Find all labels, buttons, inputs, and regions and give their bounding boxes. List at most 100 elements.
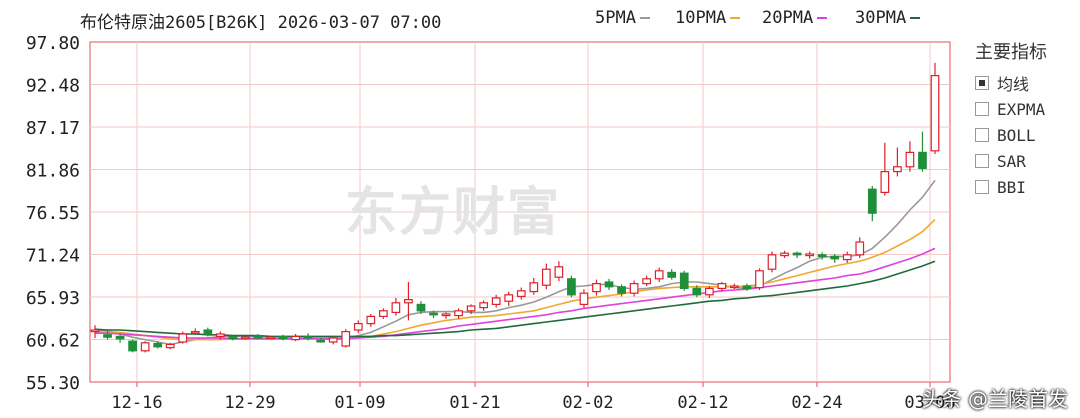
candle-body — [717, 283, 727, 290]
legend-swatch — [639, 17, 650, 19]
candle-body — [867, 188, 877, 214]
candle-body — [692, 287, 702, 296]
candle — [128, 339, 137, 353]
candle — [103, 330, 112, 340]
candle — [190, 328, 200, 335]
candle — [416, 301, 426, 314]
checkbox-icon[interactable] — [975, 102, 989, 116]
candle — [541, 263, 551, 290]
candle — [692, 285, 702, 298]
y-tick-label: 87.17 — [26, 118, 80, 139]
candle-body — [742, 285, 752, 289]
legend-swatch — [817, 17, 828, 19]
candle — [115, 333, 125, 343]
indicator-sar[interactable]: SAR — [975, 148, 1075, 174]
candle-body — [654, 270, 664, 280]
candle — [165, 342, 175, 350]
candle-body — [291, 335, 300, 341]
candle — [880, 142, 890, 196]
candle-body — [103, 334, 112, 338]
candle — [617, 284, 626, 297]
candle — [855, 237, 865, 258]
candle-body — [629, 283, 639, 294]
candle-body — [504, 294, 514, 302]
candle-body — [554, 266, 564, 278]
legend-swatch — [730, 17, 741, 19]
checkbox-icon[interactable] — [975, 154, 989, 168]
y-tick-label: 65.93 — [26, 288, 80, 309]
candle — [604, 278, 614, 290]
x-axis: 12-16 12-29 01-09 01-21 02-02 02-12 02-24 03-06 — [111, 382, 956, 413]
x-tick-label: 02-24 — [791, 393, 842, 413]
candle-body — [404, 299, 413, 304]
candle-body — [780, 252, 789, 257]
candle-body — [842, 254, 852, 261]
candle-body — [228, 335, 238, 340]
candle-body — [178, 333, 188, 343]
candle — [366, 314, 376, 327]
candle — [429, 310, 438, 318]
legend-item-5pma: 5PMA — [595, 8, 650, 28]
ma-line-30pma — [94, 260, 936, 338]
checkbox-icon[interactable] — [975, 128, 989, 142]
y-tick-label: 60.62 — [26, 330, 80, 351]
candle — [316, 338, 326, 343]
checkbox-icon[interactable] — [975, 180, 989, 194]
candle-body — [378, 310, 388, 317]
candle-body — [441, 313, 451, 317]
x-tick-label: 01-21 — [449, 393, 500, 413]
candle-body — [479, 302, 489, 309]
candle — [667, 269, 677, 280]
indicator-bbi[interactable]: BBI — [975, 174, 1075, 200]
candle-body — [529, 282, 539, 293]
candle-body — [792, 252, 802, 256]
candle-body — [617, 286, 626, 294]
candle-body — [391, 302, 401, 313]
candle — [905, 141, 915, 172]
candle-body — [918, 151, 927, 169]
candle — [153, 341, 163, 349]
candle-body — [855, 241, 865, 256]
candle — [266, 335, 275, 340]
candle — [554, 261, 564, 282]
candle — [805, 251, 814, 259]
candle — [291, 334, 300, 342]
y-tick-label: 97.80 — [26, 33, 80, 54]
candle — [679, 270, 689, 291]
indicator-expma[interactable]: EXPMA — [975, 96, 1075, 122]
y-tick-label: 76.55 — [26, 203, 80, 224]
candle-body — [755, 270, 764, 289]
candle-body — [880, 171, 890, 194]
candle-body — [366, 315, 376, 325]
candle-body — [128, 340, 137, 352]
candle — [203, 327, 213, 337]
legend-item-10pma: 10PMA — [675, 8, 741, 28]
x-tick-label: 02-02 — [562, 393, 613, 413]
candle — [504, 291, 514, 306]
watermark: 东方财富 — [345, 183, 562, 243]
candle-body — [90, 329, 100, 333]
candle-body — [253, 335, 263, 339]
legend-item-30pma: 30PMA — [855, 8, 921, 28]
candle-body — [203, 329, 213, 335]
candle — [516, 287, 526, 300]
indicator-boll[interactable]: BOLL — [975, 122, 1075, 148]
y-tick-label: 55.30 — [26, 373, 80, 394]
indicator-ma[interactable]: 均线 — [975, 70, 1075, 96]
candle — [930, 62, 940, 154]
candle-body — [579, 292, 589, 306]
candle-body — [516, 290, 526, 297]
x-tick-label: 03-06 — [904, 393, 955, 413]
credit-text: 头条 @兰陵首发 — [921, 387, 1068, 411]
candle — [328, 335, 338, 345]
candle — [228, 334, 238, 341]
legend-label: 5PMA — [595, 8, 636, 28]
x-tick-label: 12-29 — [224, 393, 275, 413]
candle — [717, 282, 727, 292]
candle-body — [466, 305, 476, 312]
checkbox-icon[interactable] — [975, 76, 989, 90]
legend-label: 10PMA — [675, 8, 727, 28]
candle — [642, 275, 652, 286]
legend-label: 30PMA — [855, 8, 907, 28]
candle — [454, 308, 463, 319]
